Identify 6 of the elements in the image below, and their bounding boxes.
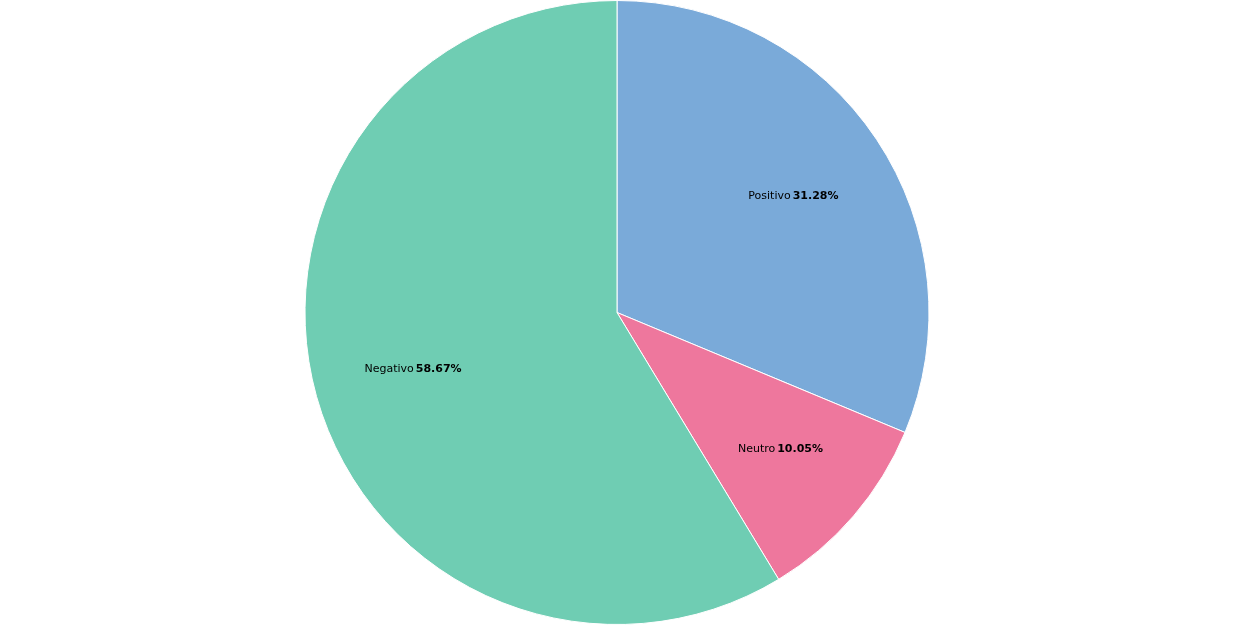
slice-label: Neutro: [737, 442, 776, 456]
slice-label: Negativo: [364, 361, 415, 375]
data-label: 58.67%: [415, 361, 462, 375]
data-label: 10.05%: [777, 442, 824, 456]
slice-label: Positivo: [748, 188, 791, 202]
data-label: 31.28%: [792, 188, 839, 202]
